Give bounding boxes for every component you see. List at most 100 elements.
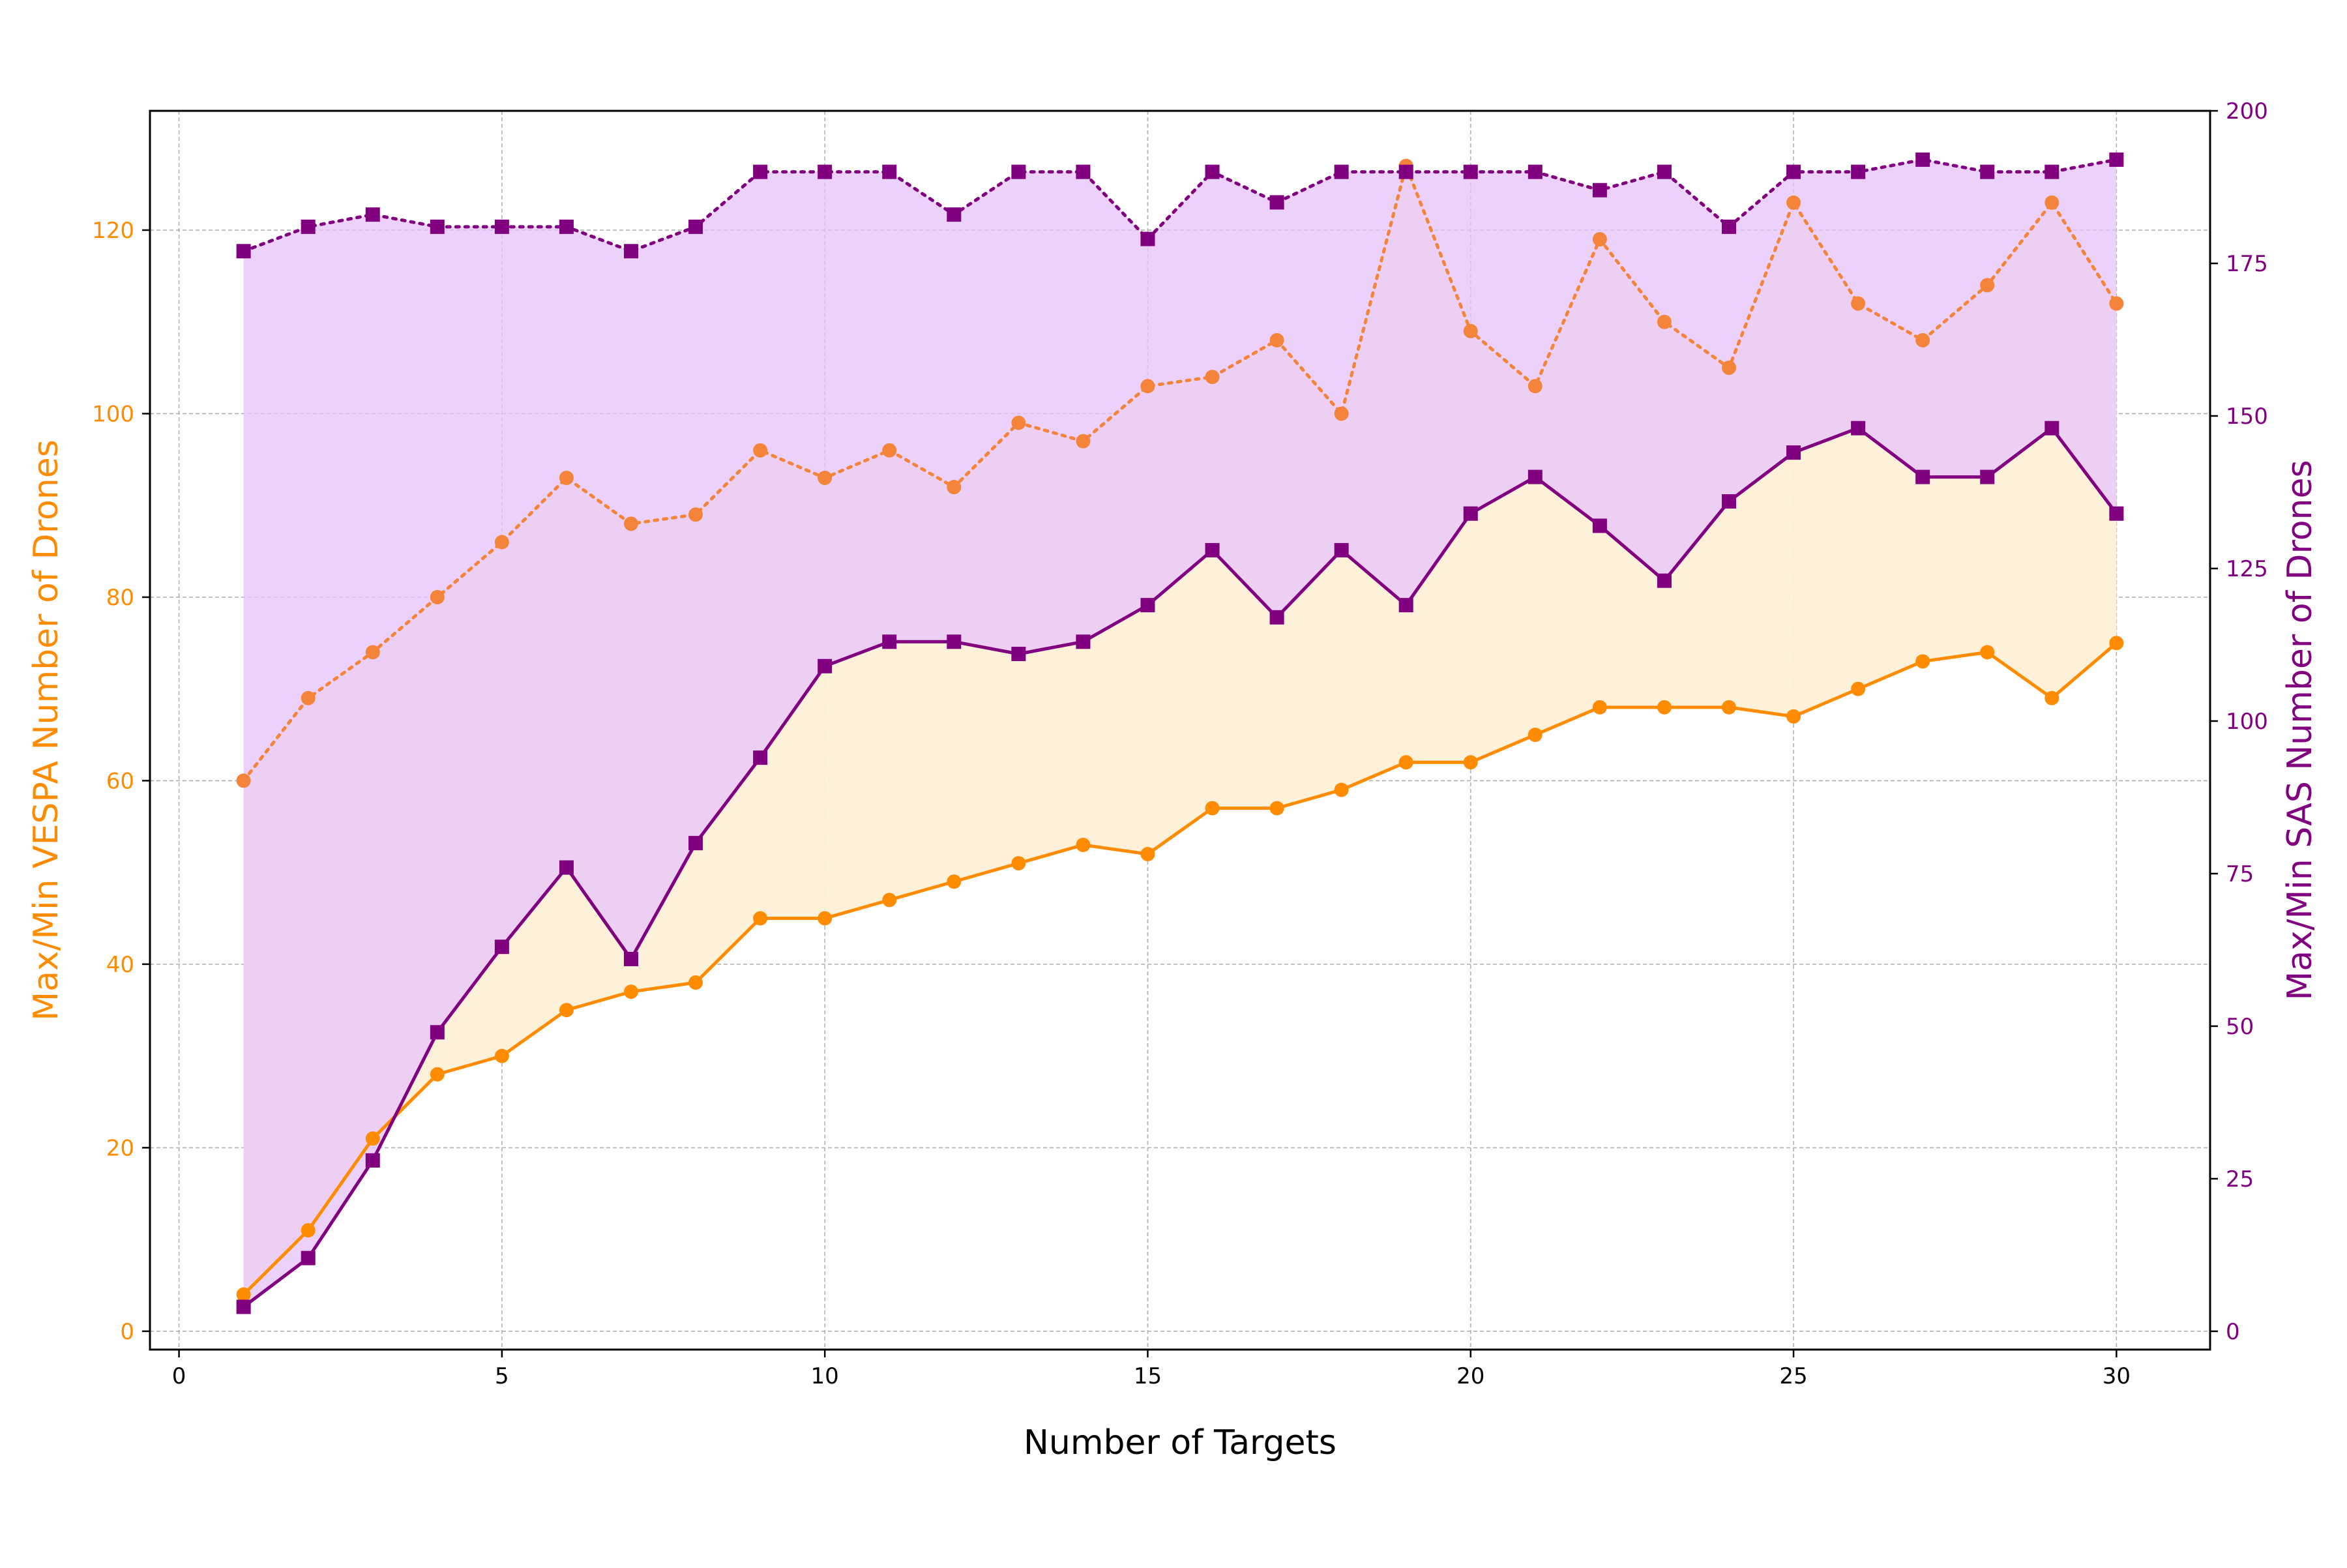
vespa-max-point: [753, 443, 768, 458]
sas-min-point: [430, 1025, 445, 1040]
sas-max-point: [559, 219, 574, 234]
vespa-min-point: [2044, 690, 2059, 705]
sas-max-point: [1076, 164, 1091, 179]
sas-max-point: [1334, 164, 1349, 179]
vespa-max-point: [1722, 361, 1737, 376]
plot-frame: [149, 110, 2211, 1351]
sas-min-point: [1980, 469, 1995, 484]
sas-max-line: [242, 158, 2118, 253]
vespa-min-point: [494, 1048, 509, 1063]
vespa-min-point: [559, 1003, 574, 1018]
sas-min-point: [1140, 598, 1155, 613]
vespa-max-point: [236, 773, 251, 788]
sas-min-point: [623, 951, 638, 966]
y-right-tick-label: 175: [2226, 251, 2268, 277]
y-left-tick-label: 20: [106, 1135, 134, 1161]
y-left-tick-label: 40: [106, 952, 134, 978]
sas-max-point: [2044, 164, 2059, 179]
sas-min-point: [1269, 610, 1284, 625]
x-tick-label: 0: [172, 1363, 186, 1389]
y-right-tick-label: 125: [2226, 556, 2268, 582]
vespa-max-point: [882, 443, 897, 458]
vespa-min-point: [1528, 728, 1543, 743]
y-right-tick-label: 150: [2226, 404, 2268, 430]
sas-range-fill: [243, 159, 2117, 1307]
sas-min-point: [1076, 634, 1091, 649]
vespa-max-point: [301, 690, 316, 705]
markers-layer: [236, 152, 2124, 1314]
sas-max-point: [1851, 164, 1866, 179]
vespa-min-point: [301, 1223, 316, 1238]
vespa-max-point: [1915, 333, 1930, 348]
vespa-min-point: [818, 911, 833, 926]
y-left-tick-label: 60: [106, 768, 134, 794]
sas-min-point: [2044, 421, 2059, 436]
sas-min-point: [236, 1299, 251, 1314]
vespa-min-point: [1398, 755, 1413, 770]
sas-min-point: [1398, 598, 1413, 613]
vespa-min-line: [242, 642, 2118, 1296]
y-left-tick-label: 0: [120, 1319, 134, 1345]
sas-max-point: [688, 219, 703, 234]
vespa-min-point: [947, 874, 962, 889]
vespa-min-point: [430, 1067, 445, 1082]
vespa-max-point: [1528, 379, 1543, 394]
fill-layer: [243, 159, 2117, 1307]
vespa-max-point: [1076, 434, 1091, 449]
sas-min-point: [365, 1153, 380, 1168]
vespa-max-point: [1980, 278, 1995, 293]
vespa-max-point: [430, 589, 445, 604]
sas-max-point: [494, 219, 509, 234]
sas-max-point: [1205, 164, 1220, 179]
sas-min-point: [1205, 542, 1220, 557]
sas-min-point: [947, 634, 962, 649]
vespa-max-point: [365, 645, 380, 660]
vespa-min-point: [1463, 755, 1478, 770]
sas-max-point: [1980, 164, 1995, 179]
vespa-max-point: [1592, 232, 1607, 247]
x-axis-title: Number of Targets: [1024, 1423, 1336, 1462]
lines-layer: [242, 158, 2118, 1309]
sas-min-point: [753, 750, 768, 765]
vespa-min-point: [236, 1287, 251, 1302]
sas-max-point: [1592, 183, 1607, 198]
x-tick-label: 25: [1779, 1363, 1807, 1389]
vespa-min-point: [753, 911, 768, 926]
sas-max-point: [1011, 164, 1026, 179]
vespa-max-point: [1463, 323, 1478, 338]
vespa-min-point: [1786, 709, 1801, 724]
vespa-max-point: [559, 470, 574, 485]
sas-min-point: [1915, 469, 1930, 484]
sas-max-point: [430, 219, 445, 234]
sas-max-point: [1786, 164, 1801, 179]
sas-min-point: [494, 939, 509, 954]
y-right-tick-label: 25: [2226, 1166, 2254, 1192]
y-right-axis-title: Max/Min SAS Number of Drones: [2281, 460, 2320, 1000]
x-tick-label: 30: [2103, 1363, 2131, 1389]
sas-min-point: [1528, 469, 1543, 484]
sas-max-point: [301, 219, 316, 234]
vespa-min-point: [688, 975, 703, 990]
vespa-min-point: [1915, 654, 1930, 669]
y-left-tick-label: 120: [92, 218, 134, 244]
vespa-min-point: [1722, 700, 1737, 715]
x-tick-label: 15: [1134, 1363, 1162, 1389]
vespa-max-point: [1657, 314, 1672, 329]
vespa-min-point: [365, 1131, 380, 1146]
vespa-min-point: [1011, 856, 1026, 871]
vespa-max-point: [1011, 415, 1026, 430]
sas-max-point: [623, 244, 638, 259]
vespa-max-point: [1140, 379, 1155, 394]
sas-min-point: [559, 860, 574, 875]
vespa-min-point: [2109, 636, 2124, 651]
vespa-max-line: [242, 164, 2118, 782]
sas-max-point: [947, 207, 962, 222]
sas-min-point: [1334, 542, 1349, 557]
sas-max-point: [1722, 219, 1737, 234]
sas-min-point: [1011, 647, 1026, 662]
sas-min-point: [1722, 494, 1737, 509]
sas-max-point: [1140, 231, 1155, 246]
sas-max-point: [1463, 164, 1478, 179]
vespa-min-point: [882, 893, 897, 908]
